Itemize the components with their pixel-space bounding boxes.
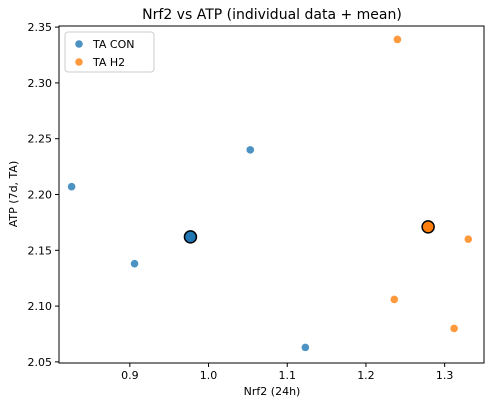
x-axis-label: Nrf2 (24h) [244, 385, 301, 398]
legend-box [64, 31, 155, 73]
legend: TA CON TA H2 [64, 31, 155, 73]
plot-area-border [58, 25, 485, 364]
mean-point-ta-con [183, 230, 198, 244]
x-tick-label: 1.0 [200, 369, 218, 382]
x-tick-label: 0.9 [121, 369, 139, 382]
legend-label: TA CON [92, 38, 134, 51]
data-point-ta-h2 [390, 295, 399, 304]
x-tick-label: 1.2 [357, 369, 375, 382]
y-tick-label: 2.35 [28, 21, 53, 34]
y-tick-label: 2.10 [28, 300, 53, 313]
legend-label: TA H2 [92, 56, 125, 69]
y-tick-label: 2.25 [28, 133, 53, 146]
legend-marker [75, 58, 83, 66]
plot-frame [58, 25, 485, 364]
data-point-ta-con [301, 343, 310, 352]
data-point-ta-con [67, 182, 76, 191]
chart-title: Nrf2 vs ATP (individual data + mean) [142, 7, 402, 23]
data-point-ta-h2 [393, 35, 402, 44]
data-point-ta-con [130, 259, 139, 268]
y-tick-label: 2.20 [28, 189, 53, 202]
axis-ticks: 0.9 1.0 1.1 1.2 1.3 2.05 2.10 2.15 2.20 2.25 2.30 2… [28, 21, 454, 382]
data-point-ta-con [246, 146, 255, 154]
data-point-ta-h2 [450, 324, 458, 333]
mean-point-ta-h2 [421, 220, 435, 234]
data-point-ta-h2 [464, 235, 473, 243]
y-tick-label: 2.05 [28, 356, 53, 369]
y-tick-label: 2.30 [28, 77, 53, 90]
data-points [67, 35, 473, 352]
x-tick-label: 1.3 [436, 369, 454, 382]
y-tick-label: 2.15 [28, 244, 53, 257]
x-tick-label: 1.1 [278, 369, 296, 382]
y-axis-label: ATP (7d, TA) [7, 161, 20, 227]
legend-marker [75, 40, 83, 48]
